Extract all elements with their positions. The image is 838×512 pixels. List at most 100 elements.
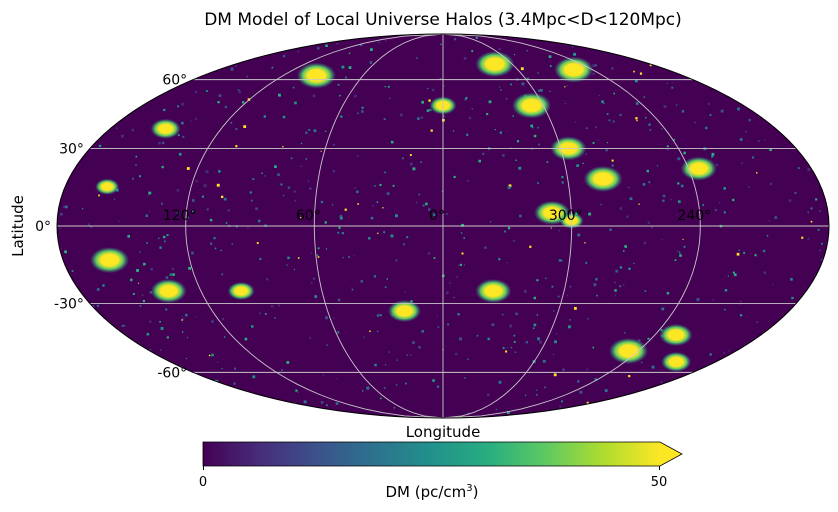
halo-speckle <box>322 374 325 376</box>
halo-speckle <box>614 289 617 292</box>
halo-speckle <box>415 201 418 204</box>
y-axis-label: Latitude <box>9 195 27 257</box>
halo-speckle <box>325 248 328 250</box>
halo-speckle <box>561 400 564 403</box>
halo-speckle <box>409 154 412 156</box>
halo-speckle <box>611 159 614 162</box>
halo-speckle <box>182 316 184 318</box>
halo-speckle <box>120 134 124 138</box>
sky-map-body <box>57 34 829 418</box>
halo-speckle <box>677 182 680 185</box>
halo-speckle <box>512 239 515 242</box>
halo-speckle <box>259 312 261 314</box>
halo-speckle <box>348 66 352 69</box>
halo-speckle <box>300 165 302 168</box>
colorbar-label-exponent: 3 <box>466 483 472 494</box>
bright-halo <box>150 118 181 139</box>
halo-speckle <box>325 44 328 47</box>
halo-speckle <box>666 145 669 148</box>
halo-speckle <box>282 146 284 148</box>
halo-speckle <box>208 354 211 357</box>
chart-title: DM Model of Local Universe Halos (3.4Mpc… <box>204 10 682 30</box>
halo-speckle <box>550 227 552 229</box>
halo-speckle <box>339 214 342 217</box>
halo-speckle <box>209 242 213 245</box>
colorbar-label-close: ) <box>473 483 479 501</box>
halo-speckle <box>471 50 474 53</box>
halo-speckle <box>558 259 562 262</box>
halo-speckle <box>586 127 588 129</box>
halo-speckle <box>159 246 162 249</box>
halo-speckle <box>185 313 188 317</box>
halo-speckle <box>508 184 512 188</box>
halo-speckle <box>333 317 335 319</box>
halo-speckle <box>287 256 290 259</box>
halo-speckle <box>685 151 687 153</box>
halo-speckle <box>221 318 225 321</box>
halo-speckle <box>736 252 740 256</box>
halo-speckle <box>595 126 598 129</box>
halo-speckle <box>384 171 387 174</box>
halo-speckle <box>382 207 384 209</box>
halo-speckle <box>504 230 506 233</box>
halo-speckle <box>720 109 724 113</box>
halo-speckle <box>161 202 163 205</box>
halo-speckle <box>235 128 238 131</box>
halo-speckle <box>772 283 774 286</box>
halo-speckle <box>619 285 622 288</box>
halo-speckle <box>705 126 708 130</box>
halo-speckle <box>660 381 663 384</box>
halo-speckle <box>192 210 194 212</box>
halo-speckle <box>181 121 184 125</box>
halo-speckle <box>211 320 214 323</box>
halo-speckle <box>337 231 340 234</box>
halo-speckle <box>146 242 148 244</box>
halo-speckle <box>447 323 450 326</box>
halo-speckle <box>732 271 735 274</box>
halo-speckle <box>648 123 651 126</box>
halo-speckle <box>343 279 345 281</box>
halo-speckle <box>582 162 584 165</box>
halo-speckle <box>536 314 538 316</box>
halo-speckle <box>147 195 149 197</box>
halo-speckle <box>386 278 388 280</box>
halo-speckle <box>810 207 813 210</box>
halo-speckle <box>314 295 318 298</box>
halo-speckle <box>388 351 390 353</box>
halo-speckle <box>353 255 355 257</box>
halo-speckle <box>714 209 717 212</box>
halo-speckle <box>712 299 715 301</box>
halo-speckle <box>148 210 151 212</box>
halo-speckle <box>584 242 586 244</box>
halo-speckle <box>206 208 209 211</box>
halo-speckle <box>216 361 219 364</box>
halo-speckle <box>526 50 528 52</box>
halo-speckle <box>221 273 224 276</box>
halo-speckle <box>176 189 180 192</box>
halo-speckle <box>205 90 208 92</box>
halo-speckle <box>426 109 430 112</box>
bright-halo <box>95 178 120 195</box>
halo-speckle <box>756 172 758 174</box>
halo-speckle <box>385 40 387 42</box>
halo-speckle <box>709 353 712 356</box>
halo-speckle <box>437 326 440 328</box>
colorbar: 0 50 DM (pc/cm3) <box>199 441 683 501</box>
halo-speckle <box>320 200 324 204</box>
halo-speckle <box>442 115 445 118</box>
halo-speckle <box>378 42 380 44</box>
halo-speckle <box>732 198 735 202</box>
halo-speckle <box>510 83 512 86</box>
halo-speckle <box>87 223 90 226</box>
halo-speckle <box>142 299 145 303</box>
bright-halo <box>583 165 623 192</box>
halo-speckle <box>498 48 501 51</box>
halo-speckle <box>150 267 153 271</box>
halo-speckle <box>676 104 678 106</box>
halo-speckle <box>195 117 198 120</box>
halo-speckle <box>635 102 639 105</box>
halo-speckle <box>661 307 665 311</box>
longitude-gridline <box>313 34 444 418</box>
halo-speckle <box>303 400 307 404</box>
